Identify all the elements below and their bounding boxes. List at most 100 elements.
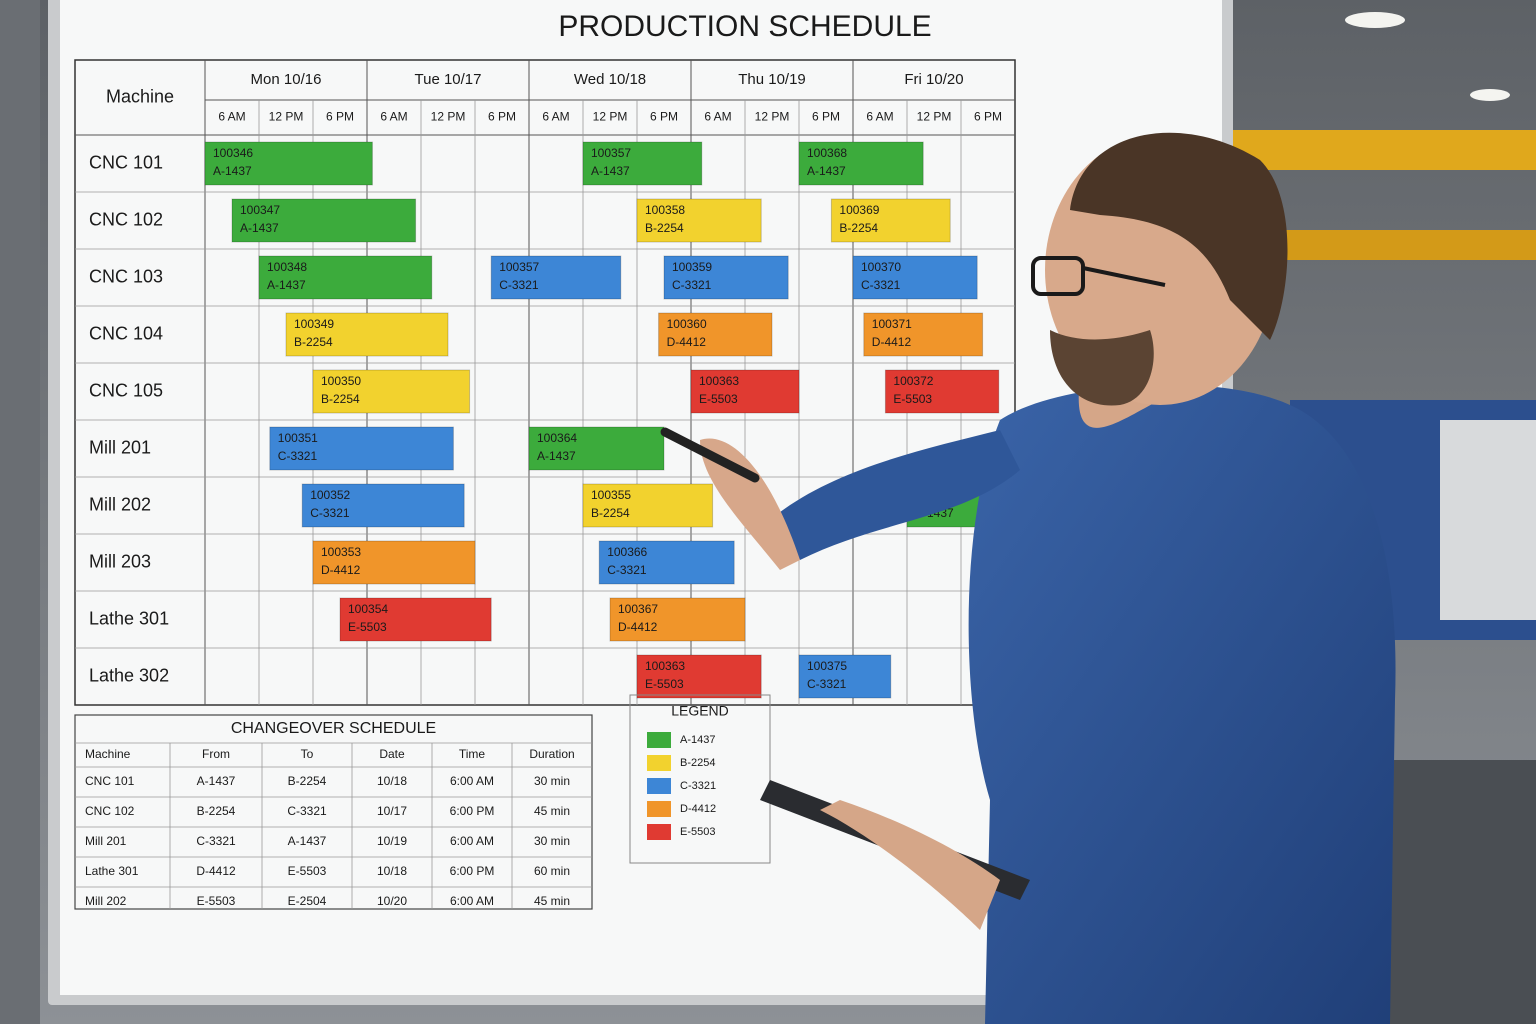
job-card: [636, 198, 762, 243]
job-card: [285, 312, 449, 357]
legend-swatch: [647, 824, 671, 840]
changeover-cell: Mill 201: [85, 834, 127, 848]
job-order: 100350: [321, 374, 361, 388]
job-card: [339, 597, 492, 642]
job-part: E-5503: [699, 392, 738, 406]
job-part: A-1437: [267, 278, 306, 292]
job-order: 100354: [348, 602, 388, 616]
job-card: [269, 426, 454, 471]
job-part: B-2254: [645, 221, 684, 235]
slot-label: 12 PM: [917, 110, 952, 124]
job-order: 100375: [807, 659, 847, 673]
changeover-cell: 45 min: [534, 804, 570, 818]
machine-name: Lathe 302: [89, 665, 169, 685]
slot-label: 6 AM: [380, 110, 407, 124]
job-part: E-5503: [348, 620, 387, 634]
legend-swatch: [647, 801, 671, 817]
changeover-cell: 10/18: [377, 774, 407, 788]
changeover-header: Machine: [85, 747, 131, 761]
changeover-cell: B-2254: [197, 804, 236, 818]
job-part: A-1437: [807, 164, 846, 178]
machine: [1440, 420, 1536, 620]
job-part: D-4412: [667, 335, 707, 349]
job-card: [609, 597, 746, 642]
machine-name: Lathe 301: [89, 608, 169, 628]
changeover-cell: B-2254: [288, 774, 327, 788]
job-order: 100355: [591, 488, 631, 502]
slot-label: 6 AM: [542, 110, 569, 124]
slot-label: 12 PM: [593, 110, 628, 124]
job-part: D-4412: [618, 620, 658, 634]
job-order: 100363: [645, 659, 685, 673]
job-card: [312, 369, 471, 414]
job-order: 100346: [213, 146, 253, 160]
job-part: E-5503: [645, 677, 684, 691]
job-part: C-3321: [607, 563, 647, 577]
job-card: [863, 312, 984, 357]
changeover-cell: 30 min: [534, 834, 570, 848]
job-card: [490, 255, 622, 300]
job-order: 100351: [278, 431, 318, 445]
job-part: A-1437: [213, 164, 252, 178]
job-card: [312, 540, 476, 585]
job-order: 100366: [607, 545, 647, 559]
job-order: 100372: [893, 374, 933, 388]
job-card: [658, 312, 773, 357]
legend-box: [629, 694, 771, 864]
changeover-cell: 10/19: [377, 834, 407, 848]
job-order: 100364: [537, 431, 577, 445]
legend-label: E-5503: [680, 826, 715, 838]
slot-label: 6 PM: [488, 110, 516, 124]
job-card: [884, 369, 1000, 414]
machine-name: CNC 105: [89, 380, 163, 400]
changeover-cell: A-1437: [288, 834, 327, 848]
board-title: PRODUCTION SCHEDULE: [558, 10, 931, 43]
job-part: C-3321: [807, 677, 847, 691]
column: [0, 0, 40, 1024]
job-order: 100370: [861, 260, 901, 274]
changeover-cell: 10/17: [377, 804, 407, 818]
job-order: 100347: [240, 203, 280, 217]
job-part: C-3321: [672, 278, 712, 292]
day-label: Mon 10/16: [251, 71, 322, 88]
job-card: [231, 198, 417, 243]
machine-name: CNC 102: [89, 209, 163, 229]
job-card: [830, 198, 951, 243]
changeover-header: From: [202, 747, 230, 761]
hair: [1070, 132, 1288, 340]
changeover-cell: E-2504: [288, 894, 327, 908]
job-order: 100349: [294, 317, 334, 331]
job-card: [798, 654, 892, 699]
changeover-cell: 10/18: [377, 864, 407, 878]
slot-label: 6 PM: [812, 110, 840, 124]
changeover-cell: A-1437: [197, 774, 236, 788]
glasses-arm: [1082, 266, 1166, 287]
job-part: B-2254: [839, 221, 878, 235]
job-part: C-3321: [499, 278, 539, 292]
changeover-title: CHANGEOVER SCHEDULE: [231, 720, 436, 737]
changeover-cell: CNC 102: [85, 804, 135, 818]
machine-name: Mill 203: [89, 551, 151, 571]
job-part: C-3321: [310, 506, 350, 520]
job-order: 100369: [839, 203, 879, 217]
legend-label: B-2254: [680, 757, 715, 769]
slot-label: 6 AM: [704, 110, 731, 124]
changeover-cell: 6:00 AM: [450, 774, 494, 788]
job-card: [582, 483, 714, 528]
machine-name: CNC 103: [89, 266, 163, 286]
job-order: 100359: [672, 260, 712, 274]
changeover-cell: Lathe 301: [85, 864, 139, 878]
changeover-header: Time: [459, 747, 486, 761]
job-part: B-2254: [321, 392, 360, 406]
job-part: D-4412: [321, 563, 361, 577]
job-card: [663, 255, 789, 300]
changeover-header: Duration: [529, 747, 574, 761]
job-order: 100357: [499, 260, 539, 274]
changeover-header: To: [301, 747, 314, 761]
hand: [700, 438, 800, 570]
job-card: [582, 141, 703, 186]
job-part: D-4412: [872, 335, 912, 349]
job-order: 100367: [618, 602, 658, 616]
marker: [660, 427, 760, 483]
